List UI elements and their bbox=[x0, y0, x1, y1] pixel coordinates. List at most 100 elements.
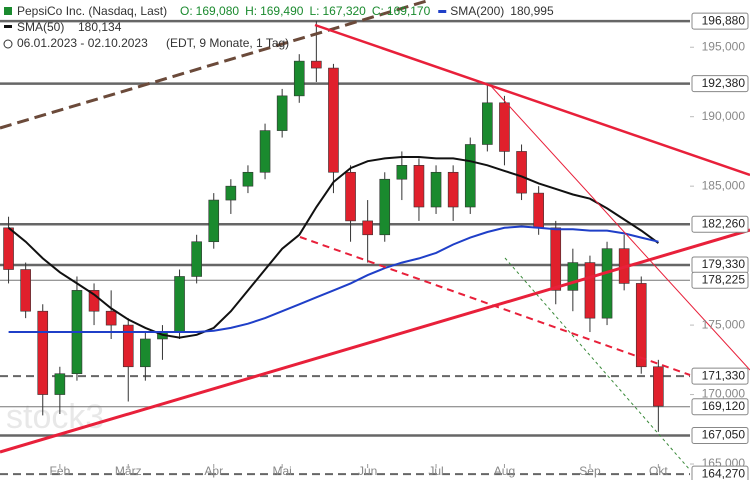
candle-body bbox=[550, 227, 562, 291]
candle-body bbox=[499, 102, 510, 152]
candle-body bbox=[653, 366, 664, 407]
candle-body bbox=[635, 283, 647, 368]
candle-body bbox=[20, 269, 31, 312]
candle-body bbox=[396, 165, 408, 180]
level-label-box bbox=[691, 427, 749, 445]
candle-body bbox=[601, 248, 613, 319]
trend-line bbox=[0, 228, 750, 454]
level-label: 169,120 bbox=[702, 399, 746, 413]
level-label-box bbox=[691, 398, 749, 416]
ohlc-value: 169,080 bbox=[196, 4, 240, 18]
candle-body bbox=[3, 227, 14, 270]
candle-body bbox=[464, 144, 476, 208]
period-note: (EDT, 9 Monate, 1 Tag) bbox=[166, 36, 289, 50]
x-tick-label: Feb bbox=[50, 464, 71, 478]
y-tick-label: 175,000 bbox=[702, 317, 746, 331]
level-label-box bbox=[691, 465, 749, 480]
level-label-box bbox=[691, 12, 749, 30]
ohlc-label: C: bbox=[372, 4, 384, 18]
x-tick-label: Sep bbox=[579, 464, 601, 478]
candle-body bbox=[54, 373, 66, 395]
candle-body bbox=[105, 310, 117, 326]
trend-line bbox=[504, 257, 691, 471]
y-tick-label: 190,000 bbox=[702, 109, 746, 123]
candle-body bbox=[191, 241, 202, 277]
candle-body bbox=[242, 171, 254, 187]
level-label: 192,380 bbox=[702, 76, 746, 90]
x-tick-label: Mai bbox=[272, 464, 291, 478]
level-label-box bbox=[691, 215, 749, 233]
trend-line bbox=[314, 23, 750, 177]
candle-body bbox=[567, 262, 579, 291]
legend-entry: SMA(50) bbox=[17, 20, 64, 34]
candle-body bbox=[140, 338, 151, 368]
x-tick-label: Aug bbox=[494, 464, 515, 478]
level-label-box bbox=[691, 367, 749, 385]
level-label: 196,880 bbox=[702, 13, 746, 27]
x-tick-label: Jun bbox=[358, 464, 377, 478]
level-label-box bbox=[691, 271, 749, 289]
legend-swatch bbox=[4, 7, 12, 15]
candle-body bbox=[259, 130, 271, 173]
trend-line bbox=[489, 84, 750, 371]
level-label: 182,260 bbox=[702, 216, 746, 230]
legend: PepsiCo Inc. (Nasdaq, Last) SMA(50) 180,… bbox=[3, 4, 554, 50]
candle-body bbox=[88, 290, 100, 312]
watermark: stock3 bbox=[6, 398, 104, 436]
trend-line bbox=[299, 236, 691, 376]
ohlc-label: O: bbox=[180, 4, 193, 18]
legend-swatch bbox=[4, 25, 12, 28]
candle-body bbox=[584, 262, 596, 319]
ohlc-label: L: bbox=[309, 4, 319, 18]
candle-body bbox=[328, 67, 339, 173]
clock-icon bbox=[3, 39, 13, 49]
candle-body bbox=[293, 60, 305, 97]
sma-line bbox=[7, 156, 659, 339]
candle-body bbox=[174, 276, 185, 333]
date-range: 06.01.2023 - 02.10.2023 bbox=[17, 36, 148, 50]
candle-body bbox=[208, 199, 220, 243]
level-label: 179,330 bbox=[702, 257, 746, 271]
candle-body bbox=[533, 192, 544, 229]
candle-body bbox=[379, 178, 391, 236]
candle-body bbox=[345, 171, 356, 222]
ohlc-value: 169,170 bbox=[387, 4, 431, 18]
ohlc-label: H: bbox=[245, 4, 257, 18]
ohlc-value: 169,490 bbox=[260, 4, 304, 18]
candle-body bbox=[516, 151, 527, 194]
legend-entry: SMA(200) bbox=[450, 4, 504, 18]
legend-value: 180,134 bbox=[78, 20, 122, 34]
x-tick-label: Okt bbox=[649, 464, 668, 478]
candle-body bbox=[482, 102, 493, 145]
candle-body bbox=[447, 171, 459, 208]
legend-swatch bbox=[438, 10, 447, 13]
candle-body bbox=[276, 95, 288, 131]
y-tick-label: 170,000 bbox=[702, 387, 746, 401]
x-tick-label: Jul bbox=[428, 464, 443, 478]
candle-body bbox=[413, 165, 425, 208]
level-label: 164,270 bbox=[702, 466, 746, 480]
level-label: 178,225 bbox=[702, 272, 746, 286]
legend-title: PepsiCo Inc. (Nasdaq, Last) bbox=[17, 4, 167, 18]
trend-line bbox=[0, 0, 431, 130]
plot-area bbox=[0, 19, 690, 476]
y-tick-label: 185,000 bbox=[702, 178, 746, 192]
level-label: 171,330 bbox=[702, 368, 746, 382]
y-tick-label: 195,000 bbox=[702, 39, 746, 53]
ohlc-value: 167,320 bbox=[322, 4, 366, 18]
legend-value: 180,995 bbox=[510, 4, 554, 18]
candle-body bbox=[122, 324, 134, 368]
candle-body bbox=[311, 60, 322, 69]
candle-body bbox=[430, 171, 442, 208]
sma-line bbox=[8, 225, 659, 333]
x-tick-label: März bbox=[115, 464, 142, 478]
level-label-box bbox=[691, 75, 749, 93]
axis: 165,000170,000175,000185,000190,000195,0… bbox=[50, 12, 749, 480]
candle-body bbox=[37, 310, 49, 395]
candle-body bbox=[362, 220, 373, 236]
candle-body bbox=[225, 185, 237, 201]
level-label: 167,050 bbox=[702, 428, 746, 442]
x-tick-label: Apr bbox=[204, 464, 223, 478]
